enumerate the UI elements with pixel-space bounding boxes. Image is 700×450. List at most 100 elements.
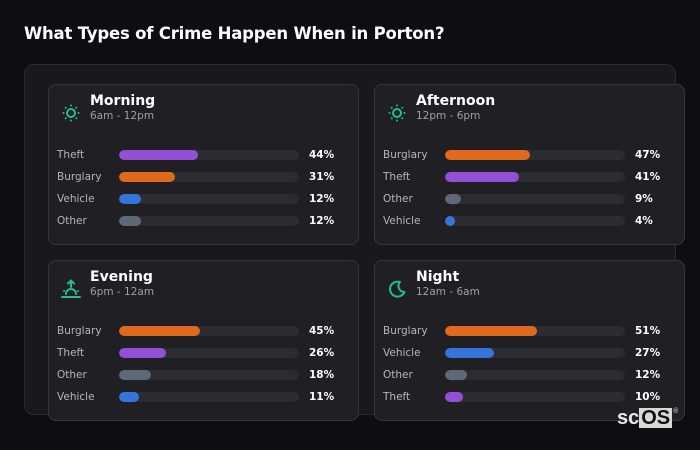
bar-label: Burglary	[383, 149, 428, 161]
bar-value: 12%	[309, 215, 335, 227]
card-title: Morning	[90, 93, 156, 109]
bar-track	[119, 150, 299, 160]
bar-label: Vehicle	[383, 347, 421, 359]
card-morning: Morning 6am - 12pm Theft 44% Burglary 31% Ve…	[48, 84, 359, 245]
bar-value: 12%	[635, 369, 661, 381]
bar-label: Burglary	[383, 325, 428, 337]
bar-label: Theft	[383, 391, 411, 403]
bar-track	[445, 216, 625, 226]
scos-logo: sc OS ®	[617, 408, 678, 428]
bar-fill	[119, 348, 166, 358]
bar-track	[119, 172, 299, 182]
card-afternoon: Afternoon 12pm - 6pm Burglary 47% Theft 41%…	[374, 84, 685, 245]
bar-fill	[119, 194, 141, 204]
bar-label: Theft	[57, 347, 85, 359]
bar-fill	[445, 326, 537, 336]
card-subtitle: 6pm - 12am	[90, 286, 155, 298]
bar-value: 47%	[635, 149, 661, 161]
bar-label: Other	[383, 193, 413, 205]
bar-value: 31%	[309, 171, 335, 183]
bar-track	[119, 348, 299, 358]
bar-row: Theft 26%	[57, 342, 352, 364]
card-evening: Evening 6pm - 12am Burglary 45% Theft 26% Ot…	[48, 260, 359, 421]
bar-row: Vehicle 11%	[57, 386, 352, 408]
bar-track	[445, 194, 625, 204]
bar-label: Vehicle	[57, 391, 95, 403]
bar-value: 41%	[635, 171, 661, 183]
bar-row: Theft 10%	[383, 386, 678, 408]
bar-track	[119, 370, 299, 380]
bar-row: Theft 44%	[57, 144, 352, 166]
sun-icon	[386, 102, 408, 124]
bar-value: 4%	[635, 215, 653, 227]
bar-label: Other	[57, 369, 87, 381]
bar-track	[119, 216, 299, 226]
card-night: Night 12am - 6am Burglary 51% Vehicle 27% Ot…	[374, 260, 685, 421]
bar-track	[119, 392, 299, 402]
bar-track	[119, 194, 299, 204]
bar-track	[445, 172, 625, 182]
card-subtitle: 12am - 6am	[416, 286, 480, 298]
bar-value: 51%	[635, 325, 661, 337]
bar-value: 9%	[635, 193, 653, 205]
bar-fill	[445, 194, 462, 204]
bar-value: 26%	[309, 347, 335, 359]
bar-value: 10%	[635, 391, 661, 403]
bar-row: Other 12%	[383, 364, 678, 386]
bar-track	[445, 392, 625, 402]
bar-label: Burglary	[57, 171, 102, 183]
bar-row: Vehicle 4%	[383, 210, 678, 232]
bar-track	[445, 326, 625, 336]
bar-fill	[445, 150, 530, 160]
moon-icon	[386, 278, 408, 300]
bar-fill	[445, 216, 455, 226]
card-subtitle: 6am - 12pm	[90, 110, 155, 122]
card-title: Afternoon	[416, 93, 496, 109]
bar-value: 45%	[309, 325, 335, 337]
bar-fill	[119, 392, 139, 402]
bar-value: 18%	[309, 369, 335, 381]
bar-label: Theft	[383, 171, 411, 183]
bar-fill	[119, 216, 141, 226]
bar-fill	[445, 392, 463, 402]
bar-track	[445, 370, 625, 380]
bar-row: Burglary 31%	[57, 166, 352, 188]
bar-row: Burglary 45%	[57, 320, 352, 342]
bar-fill	[445, 348, 494, 358]
bar-row: Other 18%	[57, 364, 352, 386]
bar-label: Theft	[57, 149, 85, 161]
bar-fill	[445, 172, 519, 182]
bar-fill	[119, 150, 199, 160]
page-title: What Types of Crime Happen When in Porto…	[24, 24, 445, 43]
bar-row: Theft 41%	[383, 166, 678, 188]
bar-label: Vehicle	[57, 193, 95, 205]
bar-value: 11%	[309, 391, 335, 403]
card-subtitle: 12pm - 6pm	[416, 110, 481, 122]
bar-row: Vehicle 27%	[383, 342, 678, 364]
bar-fill	[119, 172, 175, 182]
bar-value: 44%	[309, 149, 335, 161]
bar-label: Other	[383, 369, 413, 381]
bar-label: Burglary	[57, 325, 102, 337]
sun-icon	[60, 102, 82, 124]
bar-fill	[119, 370, 152, 380]
bar-value: 27%	[635, 347, 661, 359]
bar-value: 12%	[309, 193, 335, 205]
bar-row: Other 9%	[383, 188, 678, 210]
sunset-icon	[60, 278, 82, 300]
logo-os: OS	[639, 407, 673, 429]
bar-label: Other	[57, 215, 87, 227]
card-title: Night	[416, 269, 460, 285]
card-title: Evening	[90, 269, 153, 285]
bar-track	[119, 326, 299, 336]
logo-sc: sc	[617, 407, 640, 429]
bar-row: Burglary 51%	[383, 320, 678, 342]
bar-track	[445, 150, 625, 160]
bar-row: Other 12%	[57, 210, 352, 232]
bar-label: Vehicle	[383, 215, 421, 227]
bar-row: Vehicle 12%	[57, 188, 352, 210]
logo-registered: ®	[673, 408, 679, 415]
bar-fill	[119, 326, 200, 336]
bar-fill	[445, 370, 467, 380]
bar-row: Burglary 47%	[383, 144, 678, 166]
